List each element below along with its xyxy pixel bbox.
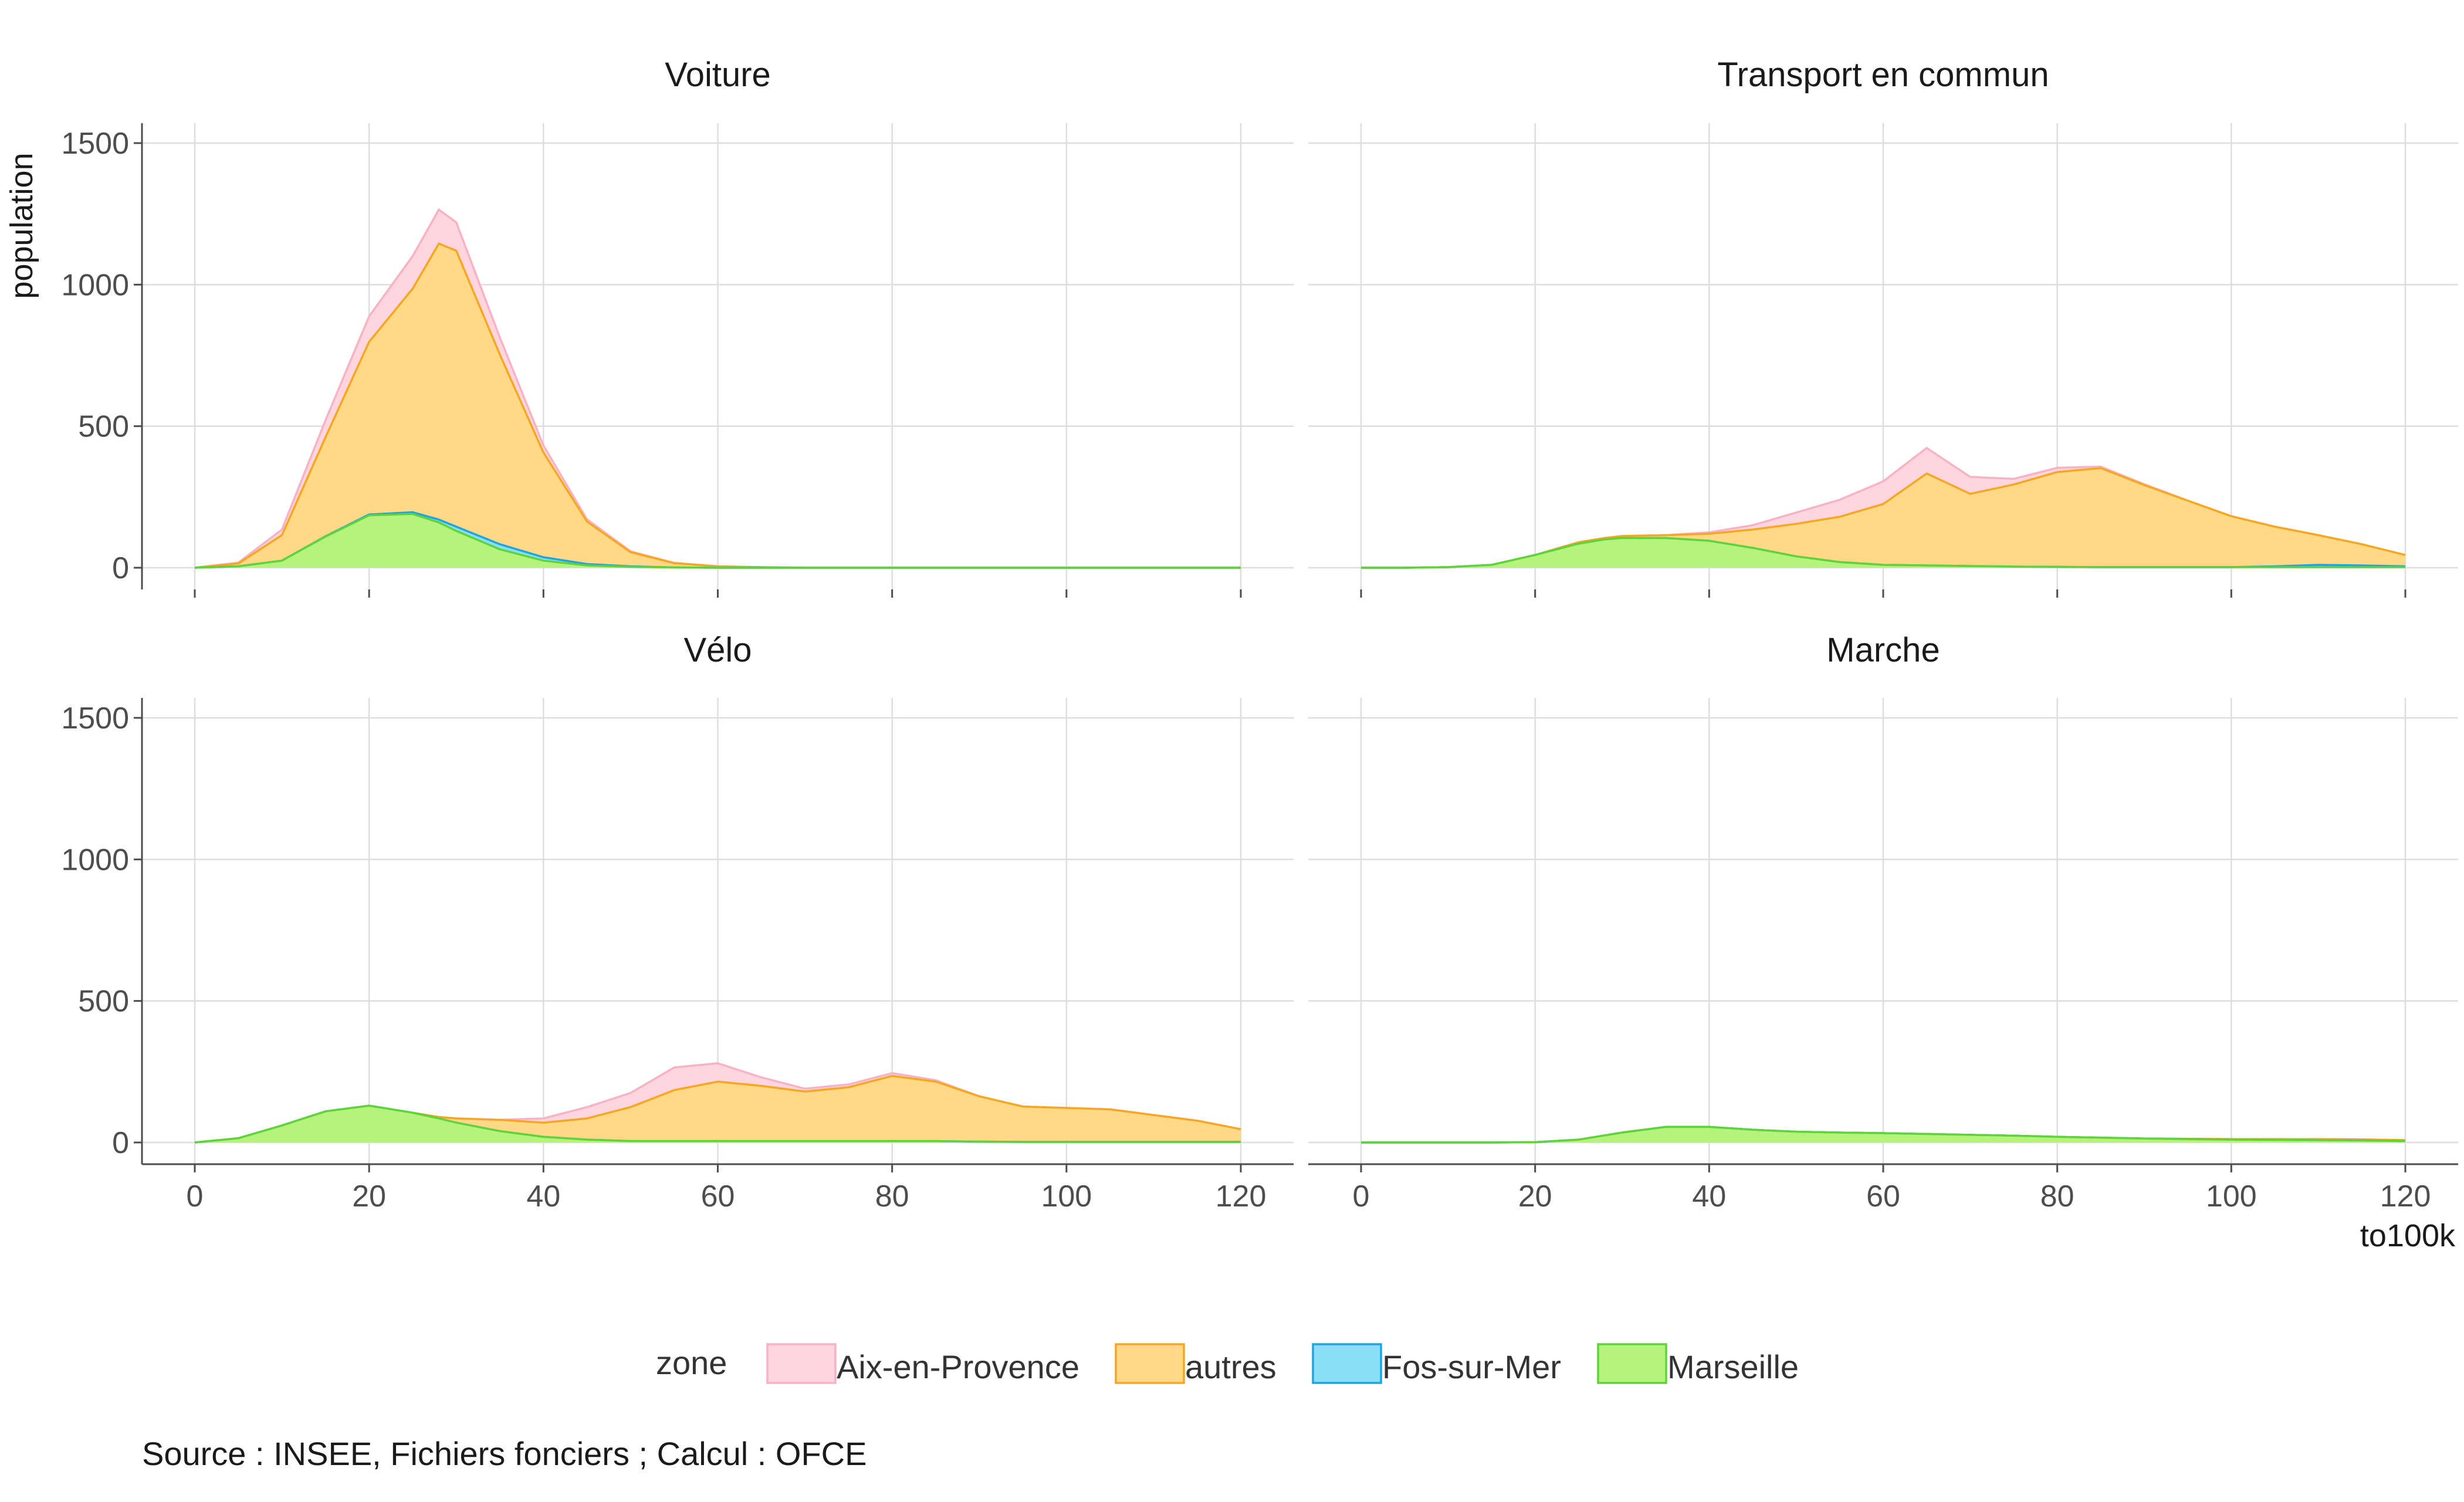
y-tick-label: 1500 [61,127,129,161]
panel-title: Vélo [683,631,752,669]
area-marseille [195,1106,1241,1142]
area-outline-marseille [194,513,1241,569]
legend-label: autres [1185,1348,1277,1385]
legend-item-fos-sur-mer: Fos-sur-Mer [1312,1343,1561,1385]
y-tick-label: 0 [112,551,129,585]
legend-key-autres [1115,1343,1185,1384]
y-tick-label: 1000 [61,843,129,877]
area-outline-marseille [1361,537,2405,569]
panel-velo: Vélo 0 500 1000 1500 0 20 40 60 80 100 120 [61,631,1294,1213]
y-axis-title: population [4,152,39,299]
legend-label: Aix-en-Provence [837,1348,1079,1385]
x-tick-label: 60 [1866,1179,1900,1213]
x-tick-label: 40 [526,1179,560,1213]
legend: zone Aix-en-Provence autres Fos-sur-Mer Mar… [656,1343,1799,1385]
legend-key-marseille [1597,1343,1667,1384]
area-autres [195,243,1241,568]
x-tick-label: 120 [1216,1179,1267,1213]
y-tick-label: 500 [78,985,129,1019]
panel-marche: Marche 0 20 40 60 80 100 120 [1308,631,2458,1213]
legend-key-aix-en-provence [766,1343,837,1384]
legend-label: Marseille [1667,1348,1799,1385]
panel-title: Transport en commun [1717,56,2049,94]
legend-label: Fos-sur-Mer [1382,1348,1561,1385]
legend-title: zone [656,1344,727,1381]
x-tick-label: 20 [352,1179,386,1213]
x-tick-label: 60 [701,1179,735,1213]
area-marseille [195,514,1241,568]
y-tick-label: 1000 [61,268,129,302]
area-outline-marseille [1361,1125,2406,1144]
panel-title: Marche [1826,631,1940,669]
legend-item-autres: autres [1115,1343,1277,1385]
panel-title: Voiture [665,56,771,94]
area-outline-marseille [194,1104,1241,1144]
y-tick-label: 1500 [61,701,129,735]
x-tick-label: 0 [1353,1179,1370,1213]
legend-key-fos-sur-mer [1312,1343,1382,1384]
x-tick-label: 20 [1518,1179,1552,1213]
x-tick-label: 100 [2206,1179,2257,1213]
x-tick-label: 120 [2380,1179,2431,1213]
legend-item-marseille: Marseille [1597,1343,1799,1385]
area-aix-en-provence [195,1063,1241,1142]
x-tick-label: 100 [1041,1179,1092,1213]
y-tick-label: 0 [112,1126,129,1160]
area-marseille [1361,538,2405,568]
legend-item-aix-en-provence: Aix-en-Provence [766,1343,1079,1385]
source-caption: Source : INSEE, Fichiers fonciers ; Calc… [142,1435,867,1472]
x-tick-label: 0 [187,1179,204,1213]
x-tick-label: 80 [875,1179,909,1213]
x-tick-label: 80 [2040,1179,2074,1213]
y-tick-label: 500 [78,410,129,444]
area-autres [195,1076,1241,1142]
x-tick-label: 40 [1692,1179,1726,1213]
x-axis-title: to100k [2360,1218,2456,1253]
panel-voiture: Voiture 0 500 1000 1500 [61,56,1294,598]
area-autres [1361,468,2405,568]
panel-transport-en-commun: Transport en commun [1308,56,2458,598]
